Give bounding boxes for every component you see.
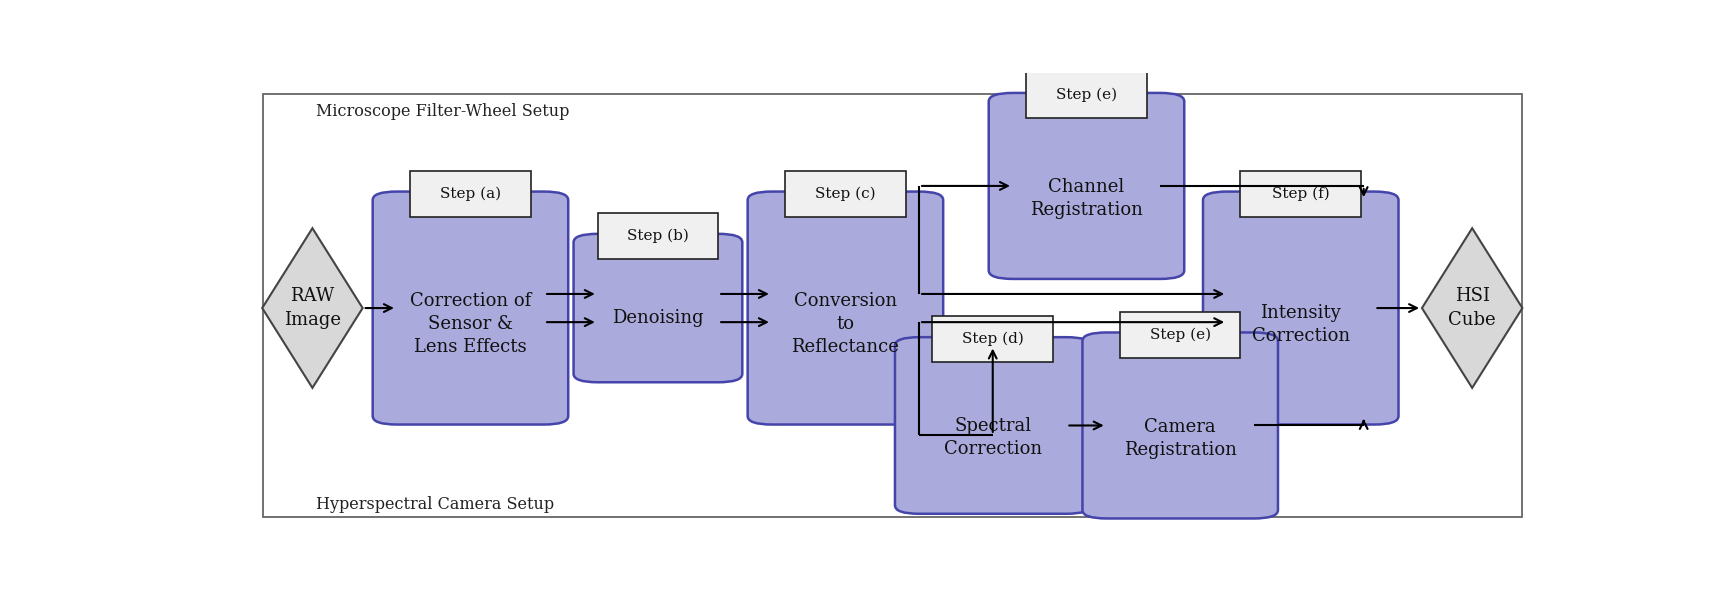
FancyBboxPatch shape (1203, 192, 1398, 425)
Text: Camera
Registration: Camera Registration (1123, 418, 1237, 459)
Text: Step (f): Step (f) (1272, 187, 1329, 201)
Text: Step (c): Step (c) (816, 187, 876, 201)
Text: Correction of
Sensor &
Lens Effects: Correction of Sensor & Lens Effects (410, 292, 530, 356)
FancyBboxPatch shape (598, 213, 719, 259)
Text: Conversion
to
Reflectance: Conversion to Reflectance (791, 292, 899, 356)
Polygon shape (1422, 228, 1522, 388)
FancyBboxPatch shape (1120, 312, 1241, 357)
FancyBboxPatch shape (748, 192, 943, 425)
Text: Spectral
Correction: Spectral Correction (943, 417, 1042, 458)
FancyBboxPatch shape (1241, 171, 1362, 217)
Polygon shape (263, 228, 363, 388)
Text: RAW
Image: RAW Image (283, 287, 340, 329)
Text: Microscope Filter-Wheel Setup: Microscope Filter-Wheel Setup (316, 103, 570, 120)
FancyBboxPatch shape (574, 234, 743, 382)
Text: Channel
Registration: Channel Registration (1030, 178, 1142, 219)
Text: Step (e): Step (e) (1149, 328, 1211, 342)
FancyBboxPatch shape (785, 171, 905, 217)
FancyBboxPatch shape (373, 192, 569, 425)
Text: Step (e): Step (e) (1056, 88, 1116, 102)
FancyBboxPatch shape (933, 316, 1052, 362)
FancyBboxPatch shape (988, 93, 1184, 279)
FancyBboxPatch shape (895, 337, 1090, 514)
FancyBboxPatch shape (1026, 72, 1147, 118)
Text: Intensity
Correction: Intensity Correction (1251, 304, 1350, 345)
Text: HSI
Cube: HSI Cube (1448, 287, 1496, 329)
Text: Denoising: Denoising (612, 309, 703, 327)
FancyBboxPatch shape (1082, 332, 1279, 518)
Text: Step (b): Step (b) (627, 229, 689, 243)
Text: Hyperspectral Camera Setup: Hyperspectral Camera Setup (316, 496, 555, 513)
Text: Step (a): Step (a) (441, 187, 501, 201)
FancyBboxPatch shape (263, 95, 1522, 517)
Text: Step (d): Step (d) (962, 332, 1023, 346)
FancyBboxPatch shape (410, 171, 530, 217)
